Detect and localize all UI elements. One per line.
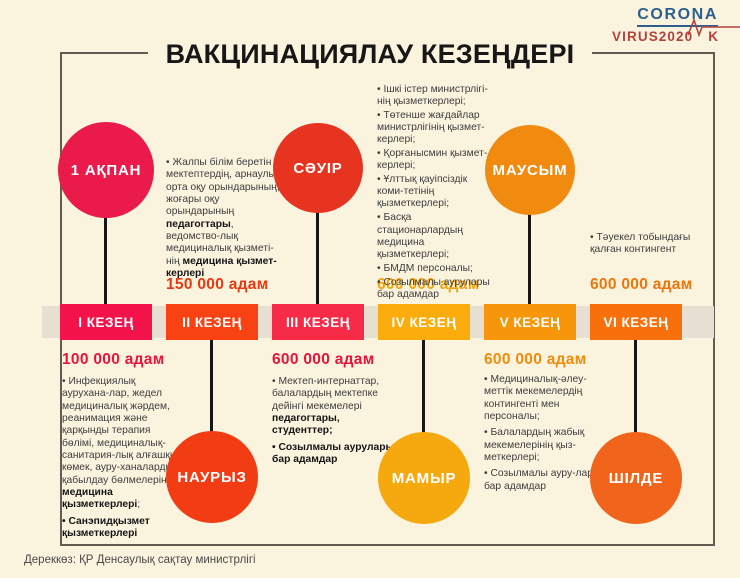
month-circle-stage-1: 1 АҚПАН xyxy=(58,122,154,218)
connector-line-stage-4 xyxy=(422,338,425,434)
count-stage-5: 600 000 адам xyxy=(484,351,587,368)
count-stage-3: 600 000 адам xyxy=(272,351,375,368)
month-circle-stage-5: МАУСЫМ xyxy=(485,125,575,215)
logo-virus2020-text: VIRUS2020 xyxy=(612,28,694,44)
heartbeat-icon xyxy=(687,17,740,38)
month-circle-stage-6: ШІЛДЕ xyxy=(590,432,682,524)
count-stage-6: 600 000 адам xyxy=(590,276,693,293)
connector-line-stage-6 xyxy=(634,338,637,434)
stage-label-5: V КЕЗЕҢ xyxy=(484,304,576,340)
source-note: Дереккөз: ҚР Денсаулық сақтау министрліг… xyxy=(24,554,256,566)
logo-kz-text: K xyxy=(708,28,718,44)
month-circle-stage-3: СӘУІР xyxy=(273,123,363,213)
page-title: ВАКЦИНАЦИЯЛАУ КЕЗЕҢДЕРІ xyxy=(148,36,592,72)
details-stage-2: • Жалпы білім беретін мектептердің, арна… xyxy=(166,157,280,280)
count-stage-1: 100 000 адам xyxy=(62,351,165,368)
stage-label-4: IV КЕЗЕҢ xyxy=(378,304,470,340)
details-stage-4: • Ішкі істер министрлігі-нің қызметкерле… xyxy=(377,84,490,300)
stage-label-6: VI КЕЗЕҢ xyxy=(590,304,682,340)
details-stage-3: • Мектеп-интернаттар, балалардың мектепк… xyxy=(272,376,395,466)
count-stage-2: 150 000 адам xyxy=(166,276,269,293)
month-circle-stage-4: МАМЫР xyxy=(378,432,470,524)
stage-label-3: III КЕЗЕҢ xyxy=(272,304,364,340)
connector-line-stage-3 xyxy=(316,210,319,306)
connector-line-stage-1 xyxy=(104,214,107,306)
count-stage-4: 600 000 адам xyxy=(377,276,480,293)
month-circle-stage-2: НАУРЫЗ xyxy=(166,431,258,523)
logo-corona-text: CORONA xyxy=(637,6,718,27)
details-stage-5: • Медициналық-әлеу-меттік мекемелердің к… xyxy=(484,374,601,492)
stage-label-1: I КЕЗЕҢ xyxy=(60,304,152,340)
connector-line-stage-2 xyxy=(210,338,213,434)
connector-line-stage-5 xyxy=(528,212,531,306)
details-stage-6: • Тәуекел тобындағы қалған контингент xyxy=(590,232,691,256)
details-stage-1: • Инфекциялық аурухана-лар, жедел медици… xyxy=(62,376,179,540)
coronavirus2020kz-logo: CORONA VIRUS2020 K xyxy=(612,6,740,46)
stage-label-2: II КЕЗЕҢ xyxy=(166,304,258,340)
